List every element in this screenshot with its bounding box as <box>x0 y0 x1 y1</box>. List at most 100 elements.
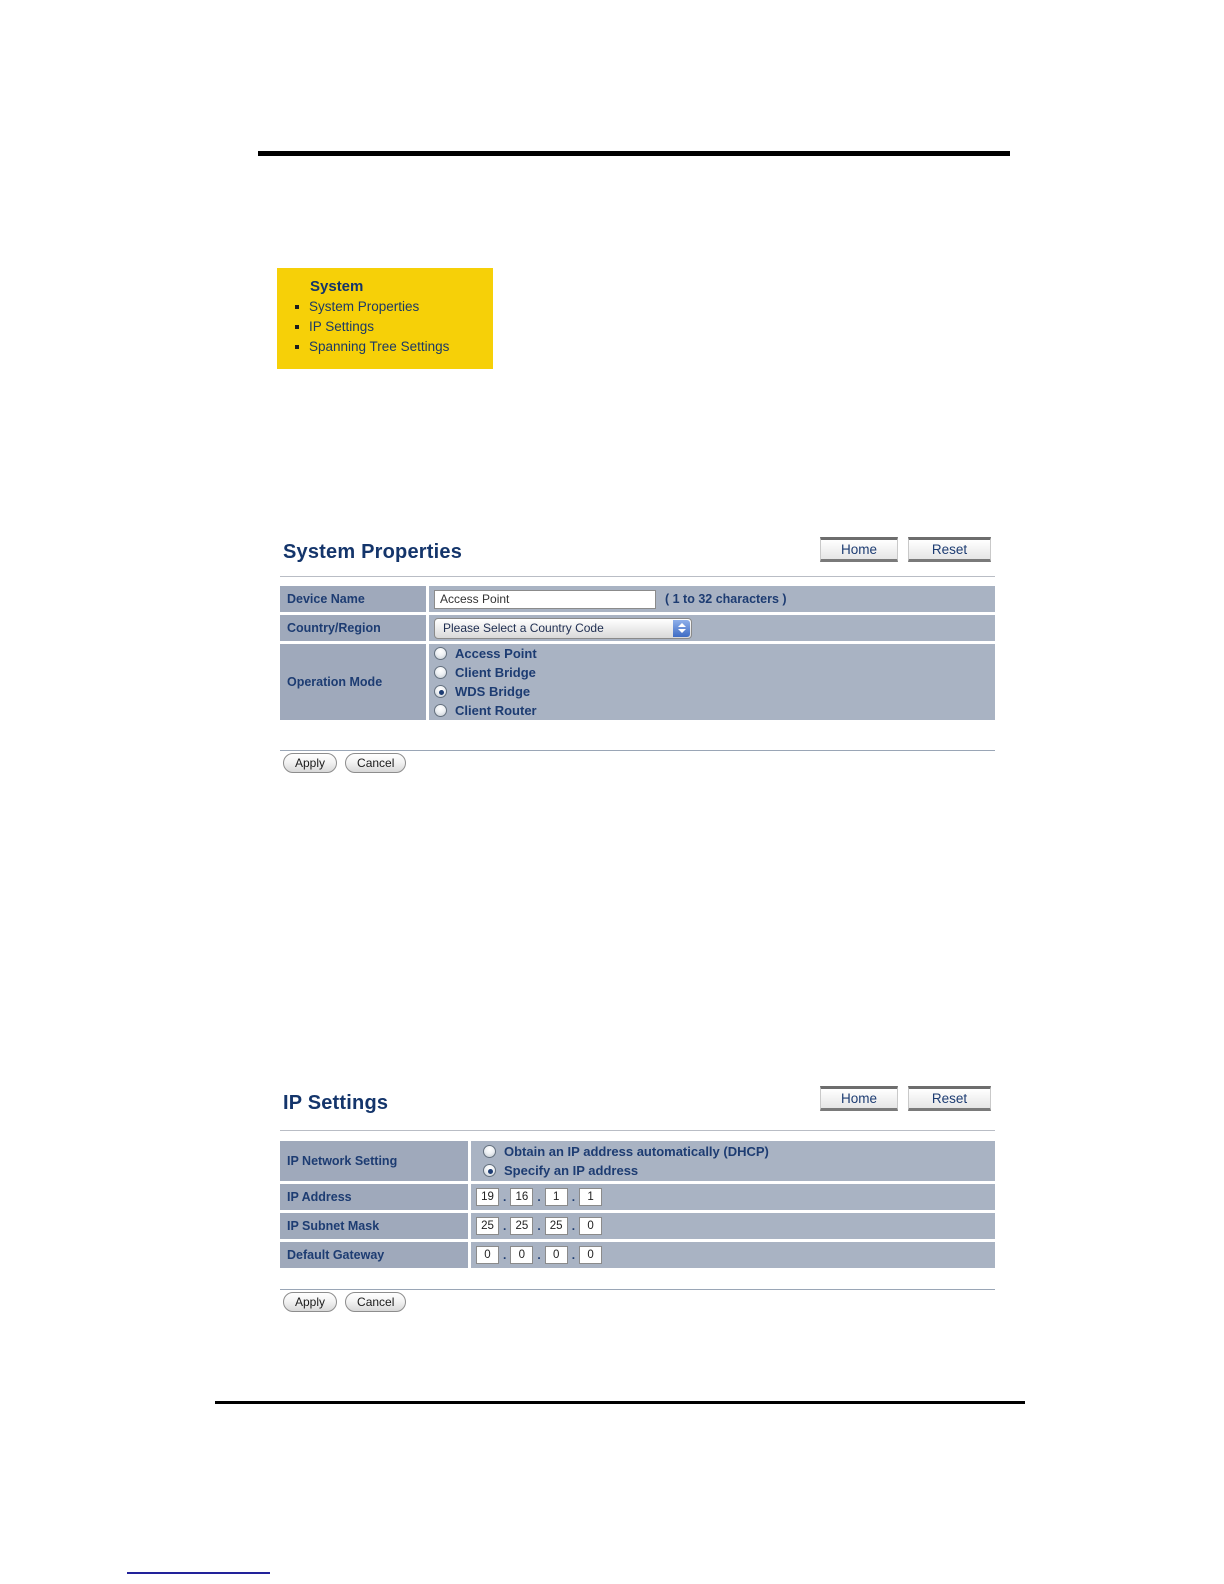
table-row-default-gateway: Default Gateway ... <box>280 1242 995 1268</box>
system-menu-title: System <box>310 278 364 295</box>
ip-address-octet-1[interactable] <box>476 1188 499 1206</box>
home-button[interactable]: Home <box>820 1086 898 1111</box>
octet-separator: . <box>571 1219 576 1233</box>
table-row-operation-mode: Operation Mode Access Point Client Bridg… <box>280 644 995 720</box>
bullet-icon <box>295 344 299 349</box>
sidebar-item-label: IP Settings <box>309 319 375 334</box>
radio-option-client-bridge[interactable]: Client Bridge <box>434 663 536 682</box>
country-region-label: Country/Region <box>280 615 426 641</box>
country-select-value: Please Select a Country Code <box>443 621 604 635</box>
radio-icon[interactable] <box>434 685 447 698</box>
radio-option-client-router[interactable]: Client Router <box>434 701 537 720</box>
radio-label: Obtain an IP address automatically (DHCP… <box>504 1144 769 1159</box>
title-underline <box>280 576 995 577</box>
footer-link-underline <box>127 1572 270 1574</box>
ip-network-setting-cell: Obtain an IP address automatically (DHCP… <box>471 1141 995 1181</box>
gateway-octet-3[interactable] <box>544 1246 568 1264</box>
bottom-divider <box>215 1401 1025 1404</box>
sidebar-item-system-properties[interactable]: System Properties <box>295 299 493 314</box>
octet-separator: . <box>503 1248 507 1262</box>
apply-button[interactable]: Apply <box>283 1292 338 1312</box>
radio-icon[interactable] <box>434 704 447 717</box>
select-stepper-icon <box>673 619 690 637</box>
system-properties-table: Device Name ( 1 to 32 characters ) Count… <box>280 586 995 723</box>
table-row-device-name: Device Name ( 1 to 32 characters ) <box>280 586 995 612</box>
ip-settings-actions: Apply Cancel <box>283 1292 414 1312</box>
system-properties-title: System Properties <box>283 541 463 563</box>
ip-address-octet-3[interactable] <box>544 1188 568 1206</box>
cancel-button[interactable]: Cancel <box>345 1292 407 1312</box>
ip-subnet-mask-cell: ... <box>471 1213 995 1239</box>
radio-label: Client Router <box>455 703 537 718</box>
system-menu: System System Properties IP Settings Spa… <box>277 268 493 369</box>
octet-separator: . <box>571 1190 576 1204</box>
section-divider <box>280 750 995 751</box>
radio-icon[interactable] <box>434 647 447 660</box>
radio-label: Specify an IP address <box>504 1163 639 1178</box>
ip-address-octet-2[interactable] <box>510 1188 534 1206</box>
subnet-octet-2[interactable] <box>510 1217 534 1235</box>
table-row-country-region: Country/Region Please Select a Country C… <box>280 615 995 641</box>
gateway-octet-1[interactable] <box>476 1246 499 1264</box>
octet-separator: . <box>537 1219 541 1233</box>
octet-separator: . <box>537 1190 541 1204</box>
radio-option-dhcp[interactable]: Obtain an IP address automatically (DHCP… <box>483 1142 769 1161</box>
radio-label: Client Bridge <box>455 665 536 680</box>
radio-option-wds-bridge[interactable]: WDS Bridge <box>434 682 530 701</box>
section-divider <box>280 1289 995 1290</box>
gateway-octet-2[interactable] <box>510 1246 534 1264</box>
operation-mode-label: Operation Mode <box>280 644 426 720</box>
system-properties-actions: Apply Cancel <box>283 753 414 773</box>
octet-separator: . <box>537 1248 541 1262</box>
table-row-ip-address: IP Address ... <box>280 1184 995 1210</box>
ip-address-octet-4[interactable] <box>579 1188 603 1206</box>
octet-separator: . <box>503 1190 507 1204</box>
ip-address-label: IP Address <box>280 1184 468 1210</box>
radio-label: WDS Bridge <box>455 684 531 699</box>
reset-button[interactable]: Reset <box>908 537 991 562</box>
subnet-octet-3[interactable] <box>544 1217 568 1235</box>
device-name-label: Device Name <box>280 586 426 612</box>
radio-icon[interactable] <box>434 666 447 679</box>
radio-icon[interactable] <box>483 1145 496 1158</box>
octet-separator: . <box>503 1219 507 1233</box>
radio-option-access-point[interactable]: Access Point <box>434 644 537 663</box>
chevron-down-icon <box>677 629 686 633</box>
bullet-icon <box>295 304 299 309</box>
ip-subnet-mask-label: IP Subnet Mask <box>280 1213 468 1239</box>
bullet-icon <box>295 324 299 329</box>
home-button[interactable]: Home <box>820 537 898 562</box>
table-row-ip-subnet-mask: IP Subnet Mask ... <box>280 1213 995 1239</box>
radio-option-specify-ip[interactable]: Specify an IP address <box>483 1161 638 1180</box>
table-row-ip-network-setting: IP Network Setting Obtain an IP address … <box>280 1141 995 1181</box>
octet-separator: . <box>571 1248 576 1262</box>
device-name-hint: ( 1 to 32 characters ) <box>665 592 787 606</box>
sidebar-item-label: System Properties <box>309 299 420 314</box>
apply-button[interactable]: Apply <box>283 753 338 773</box>
sidebar-item-spanning-tree-settings[interactable]: Spanning Tree Settings <box>295 339 493 354</box>
cancel-button[interactable]: Cancel <box>345 753 407 773</box>
device-name-input[interactable] <box>434 589 656 609</box>
radio-label: Access Point <box>455 646 537 661</box>
default-gateway-label: Default Gateway <box>280 1242 468 1268</box>
title-underline <box>280 1130 995 1131</box>
chevron-up-icon <box>677 623 686 627</box>
top-divider <box>258 151 1010 156</box>
default-gateway-cell: ... <box>471 1242 995 1268</box>
ip-settings-table: IP Network Setting Obtain an IP address … <box>280 1141 995 1271</box>
sidebar-item-label: Spanning Tree Settings <box>309 339 450 354</box>
ip-settings-title: IP Settings <box>283 1092 389 1114</box>
device-name-cell: ( 1 to 32 characters ) <box>429 586 995 612</box>
subnet-octet-1[interactable] <box>476 1217 499 1235</box>
ip-address-cell: ... <box>471 1184 995 1210</box>
radio-icon[interactable] <box>483 1164 496 1177</box>
operation-mode-cell: Access Point Client Bridge WDS Bridge Cl… <box>429 644 995 720</box>
reset-button[interactable]: Reset <box>908 1086 991 1111</box>
ip-network-setting-label: IP Network Setting <box>280 1141 468 1181</box>
country-region-cell: Please Select a Country Code <box>429 615 995 641</box>
gateway-octet-4[interactable] <box>579 1246 603 1264</box>
subnet-octet-4[interactable] <box>579 1217 603 1235</box>
country-select[interactable]: Please Select a Country Code <box>434 617 692 639</box>
sidebar-item-ip-settings[interactable]: IP Settings <box>295 319 493 334</box>
